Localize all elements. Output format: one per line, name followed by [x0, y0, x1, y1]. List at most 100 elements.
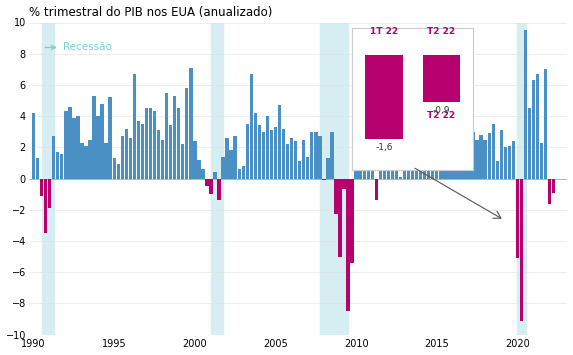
Bar [310, 132, 313, 179]
Bar [197, 160, 201, 179]
Bar [500, 130, 503, 179]
Bar [318, 136, 321, 179]
Bar [540, 143, 543, 179]
Bar [451, 171, 454, 179]
Bar [516, 179, 519, 258]
Bar [447, 147, 450, 179]
Bar [415, 132, 418, 179]
Bar [395, 138, 398, 179]
Bar [80, 143, 84, 179]
Bar [213, 172, 217, 179]
Bar [330, 132, 333, 179]
Bar [528, 108, 531, 179]
Bar [242, 166, 245, 179]
Bar [496, 162, 499, 179]
Bar [48, 179, 52, 208]
Bar [387, 132, 390, 179]
Bar [532, 80, 535, 179]
Bar [141, 124, 144, 179]
Bar [488, 133, 491, 179]
Bar [379, 171, 382, 179]
Bar [347, 179, 350, 311]
Bar [302, 140, 305, 179]
Bar [334, 179, 337, 214]
Bar [359, 158, 362, 179]
Bar [189, 68, 193, 179]
Bar [338, 179, 342, 257]
Bar [76, 116, 80, 179]
Bar [427, 97, 430, 179]
Bar [322, 179, 325, 180]
Bar [536, 74, 539, 179]
Bar [229, 151, 233, 179]
Bar [145, 108, 148, 179]
Text: Recessão: Recessão [45, 43, 112, 53]
Bar [326, 158, 329, 179]
Bar [225, 138, 229, 179]
Bar [371, 141, 374, 179]
Bar [40, 179, 44, 196]
Bar [367, 121, 370, 179]
Bar [254, 113, 257, 179]
Bar [508, 146, 511, 179]
Bar [133, 74, 136, 179]
Bar [403, 171, 406, 179]
Bar [375, 179, 378, 200]
Bar [456, 157, 458, 179]
Bar [177, 108, 180, 179]
Bar [484, 140, 487, 179]
Bar [250, 74, 253, 179]
Bar [544, 69, 547, 179]
Bar [116, 164, 120, 179]
Bar [52, 136, 56, 179]
Bar [161, 140, 164, 179]
Bar [32, 113, 36, 179]
Bar [407, 135, 410, 179]
Bar [169, 125, 172, 179]
Bar [282, 129, 285, 179]
Bar [64, 111, 68, 179]
Bar [185, 88, 189, 179]
Text: 1T 22: 1T 22 [370, 27, 398, 36]
Bar [233, 136, 237, 179]
Bar [96, 116, 100, 179]
Bar [472, 132, 475, 179]
Bar [492, 124, 495, 179]
Bar [520, 179, 523, 321]
Bar [423, 107, 426, 179]
Bar [42, 22, 54, 334]
Bar [383, 140, 386, 179]
Text: T2 22: T2 22 [427, 111, 456, 120]
Bar [464, 155, 467, 179]
Bar [262, 132, 265, 179]
Bar [108, 97, 112, 179]
Bar [217, 179, 221, 200]
Bar [355, 171, 358, 179]
Bar [342, 179, 346, 190]
Bar [480, 135, 483, 179]
Text: % trimestral do PIB nos EUA (anualizado): % trimestral do PIB nos EUA (anualizado) [29, 6, 272, 18]
Bar [128, 138, 132, 179]
Bar [60, 154, 64, 179]
Bar [439, 146, 442, 179]
Text: -0,9: -0,9 [433, 106, 450, 115]
Bar [314, 132, 317, 179]
Bar [266, 116, 269, 179]
Text: -1,6: -1,6 [375, 143, 393, 152]
Bar [435, 129, 438, 179]
Bar [181, 144, 185, 179]
Text: 1T 22: 1T 22 [370, 111, 398, 120]
Bar [137, 121, 140, 179]
Bar [246, 124, 249, 179]
Bar [411, 141, 414, 179]
Bar [120, 136, 124, 179]
Bar [391, 162, 394, 179]
Bar [258, 125, 261, 179]
Bar [193, 141, 197, 179]
Bar [84, 146, 88, 179]
Bar [100, 104, 104, 179]
Bar [112, 158, 116, 179]
Bar [419, 138, 422, 179]
Bar [306, 157, 309, 179]
Bar [165, 93, 168, 179]
